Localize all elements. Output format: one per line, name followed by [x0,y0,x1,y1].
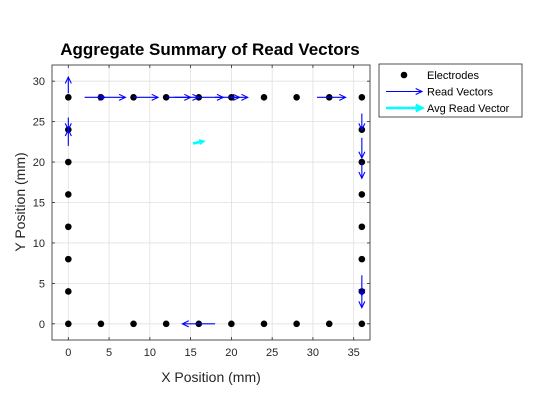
read-vector-head [64,75,72,84]
read-vector-head [181,320,190,328]
electrode-point [130,320,137,328]
read-vector [358,137,366,160]
read-vector-head [358,151,366,160]
electrode-point [325,320,333,328]
read-vector-head [358,301,366,309]
y-tick-label: 5 [39,278,45,290]
electrode-point [293,94,300,101]
x-tick-label: 25 [266,347,278,359]
read-vector [64,117,72,131]
legend-label: Read Vectors [427,87,494,99]
electrode-point [260,94,268,101]
x-tick-label: 0 [65,347,71,359]
y-tick-label: 10 [33,238,45,250]
x-tick-label: 10 [144,347,156,359]
electrode-point [260,320,268,328]
electrode-point [162,320,170,328]
electrode-point [358,191,366,198]
read-vector-head [151,93,160,101]
legend-label: Avg Read Vector [427,103,510,115]
avg-read-vector [192,139,206,145]
read-vector-head [118,93,127,101]
legend: Electrodes Read Vectors Avg Read Vector [378,63,523,118]
read-vector [231,93,249,101]
x-tick-label: 30 [307,347,319,359]
electrodes [65,94,366,328]
chart-title: Aggregate Summary of Read Vectors [60,40,359,59]
read-vector [358,113,366,131]
y-tick-label: 30 [33,76,45,88]
electrode-point [358,255,366,263]
x-tick-label: 35 [348,347,360,359]
legend-arrow [386,103,425,113]
y-tick-label: 25 [33,117,45,129]
electrode-point [65,255,72,263]
electrode-point [228,320,235,328]
y-tick-label: 0 [39,319,45,331]
legend-arrow-head [415,87,424,96]
electrode-point [65,223,72,231]
electrode-point [65,191,72,198]
legend-arrow-head [415,103,425,113]
electrode-point [65,94,72,101]
legend-electrode-marker [400,71,408,79]
y-axis-label: Y Position (mm) [12,152,28,251]
axis-ticks: 0 5 10 15 20 25 30 35 0 5 10 15 20 25 30 [33,65,370,359]
x-tick-label: 20 [225,347,237,359]
x-tick-label: 5 [106,347,112,359]
read-vector [358,291,366,309]
read-vector-head [338,93,347,101]
read-vector [317,93,347,101]
electrode-point [65,158,72,166]
read-vectors [64,75,366,328]
electrode-point [293,320,300,328]
read-vector-head [358,171,366,180]
read-vector [64,75,72,94]
avg-read-vector-layer [192,139,206,145]
x-axis-label: X Position (mm) [161,369,261,385]
read-vector-head [241,93,249,101]
y-tick-label: 15 [33,198,45,210]
electrode-point [358,320,366,328]
grid [52,65,370,340]
read-vector [100,93,127,101]
legend-arrow [386,87,424,96]
electrode-point [97,320,105,328]
read-vector-head [64,123,72,131]
avg-read-vector-head [198,139,206,145]
electrode-point [358,94,366,101]
read-vector-head [358,123,366,131]
read-vector [358,162,366,180]
legend-label: Electrodes [427,70,479,82]
y-tick-label: 20 [33,157,45,169]
read-vector [133,93,160,101]
electrode-point [358,223,366,231]
x-tick-label: 15 [184,347,196,359]
electrode-point [65,288,72,295]
read-vector [181,320,216,328]
electrode-point [65,320,72,328]
